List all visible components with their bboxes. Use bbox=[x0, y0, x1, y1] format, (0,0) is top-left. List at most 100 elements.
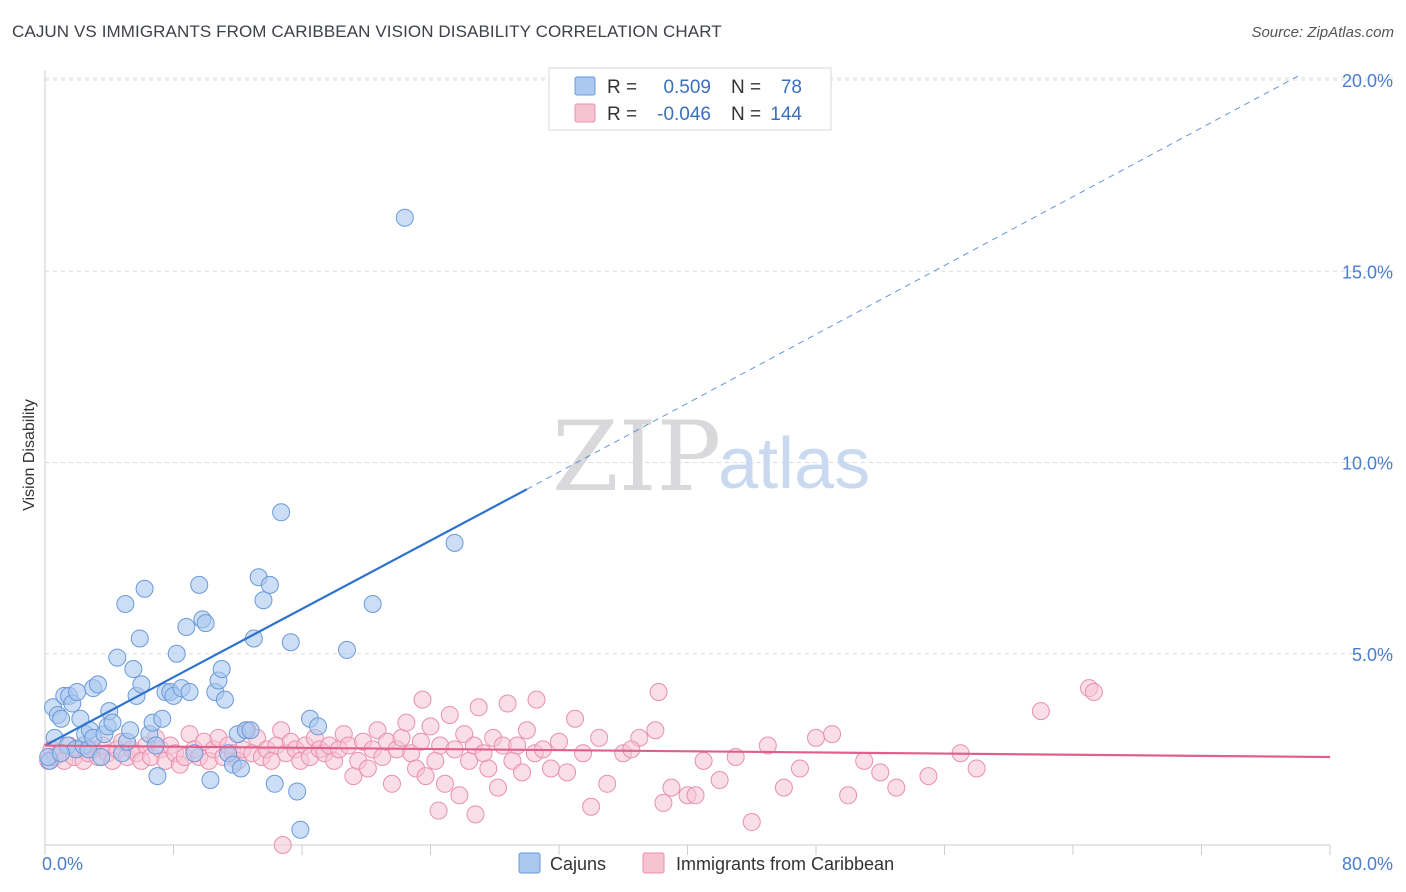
point-cajuns-42 bbox=[167, 644, 186, 663]
point-cajuns-72 bbox=[337, 640, 356, 659]
series-immigrants-points bbox=[39, 679, 1103, 854]
point-immigrants-109 bbox=[590, 728, 609, 747]
point-immigrants-67 bbox=[358, 759, 377, 778]
point-immigrants-132 bbox=[967, 759, 986, 778]
point-cajuns-4 bbox=[52, 709, 71, 728]
point-immigrants-142 bbox=[413, 690, 432, 709]
point-cajuns-71 bbox=[309, 717, 328, 736]
point-cajuns-74 bbox=[395, 208, 414, 227]
point-immigrants-69 bbox=[368, 721, 387, 740]
point-immigrants-127 bbox=[855, 751, 874, 770]
point-cajuns-58 bbox=[231, 759, 250, 778]
watermark-atlas: atlas bbox=[718, 424, 870, 504]
point-immigrants-99 bbox=[513, 763, 532, 782]
point-immigrants-129 bbox=[887, 778, 906, 797]
series-legend: Cajuns Immigrants from Caribbean bbox=[518, 852, 894, 874]
bottom-legend-swatch-immigrants bbox=[642, 852, 665, 874]
y-tick-labels: 5.0% 10.0% 15.0% 20.0% bbox=[1342, 71, 1393, 665]
point-immigrants-92 bbox=[479, 759, 498, 778]
legend-swatch-cajuns bbox=[574, 76, 596, 96]
point-immigrants-139 bbox=[622, 740, 641, 759]
trend-immigrants bbox=[44, 744, 1331, 759]
point-cajuns-29 bbox=[124, 660, 143, 679]
point-cajuns-10 bbox=[68, 683, 87, 701]
watermark: ZIP atlas bbox=[552, 401, 870, 513]
bottom-legend-label-immigrants: Immigrants from Caribbean bbox=[676, 854, 894, 874]
point-immigrants-83 bbox=[435, 774, 454, 793]
point-cajuns-75 bbox=[445, 533, 464, 552]
legend-n-value-2: 144 bbox=[770, 104, 802, 125]
point-immigrants-103 bbox=[541, 759, 560, 778]
point-immigrants-105 bbox=[558, 763, 577, 782]
point-immigrants-114 bbox=[654, 793, 673, 812]
point-immigrants-98 bbox=[508, 736, 527, 755]
point-cajuns-67 bbox=[281, 633, 300, 652]
point-cajuns-73 bbox=[363, 595, 382, 614]
point-cajuns-24 bbox=[108, 648, 127, 667]
point-cajuns-69 bbox=[291, 820, 310, 839]
point-immigrants-138 bbox=[527, 690, 546, 709]
point-cajuns-49 bbox=[196, 614, 215, 633]
point-immigrants-106 bbox=[566, 709, 585, 728]
point-immigrants-87 bbox=[455, 725, 474, 744]
point-immigrants-100 bbox=[517, 721, 536, 740]
legend-r-value-1: 0.509 bbox=[663, 77, 711, 98]
point-cajuns-44 bbox=[177, 617, 196, 636]
legend-swatch-immigrants bbox=[574, 103, 596, 123]
point-immigrants-136 bbox=[429, 801, 448, 820]
point-cajuns-68 bbox=[288, 782, 307, 801]
point-cajuns-65 bbox=[265, 774, 284, 793]
stats-legend: R = 0.509 N = 78 R = -0.046 N = 144 bbox=[548, 67, 832, 131]
trend-cajuns-solid bbox=[44, 488, 528, 747]
chart-title: CAJUN VS IMMIGRANTS FROM CARIBBEAN VISIO… bbox=[12, 22, 722, 41]
point-immigrants-118 bbox=[710, 770, 729, 789]
point-immigrants-117 bbox=[694, 751, 713, 770]
point-immigrants-91 bbox=[474, 744, 493, 763]
point-cajuns-77 bbox=[52, 744, 71, 763]
point-immigrants-96 bbox=[498, 694, 517, 713]
point-immigrants-130 bbox=[919, 767, 938, 786]
legend-n-value-1: 78 bbox=[781, 77, 802, 98]
y-axis-title: Vision Disability bbox=[21, 399, 38, 511]
trend-lines bbox=[44, 75, 1331, 759]
legend-r-label-2: R = bbox=[607, 104, 637, 125]
point-cajuns-54 bbox=[215, 690, 234, 709]
point-cajuns-60 bbox=[241, 721, 260, 740]
y-tick-label-2: 15.0% bbox=[1342, 262, 1393, 282]
point-immigrants-115 bbox=[662, 778, 681, 797]
point-cajuns-23 bbox=[103, 713, 122, 732]
legend-n-label-2: N = bbox=[731, 104, 761, 125]
point-immigrants-141 bbox=[686, 786, 705, 805]
point-immigrants-72 bbox=[382, 774, 401, 793]
point-immigrants-135 bbox=[1084, 683, 1103, 701]
point-cajuns-26 bbox=[116, 595, 135, 614]
point-immigrants-125 bbox=[823, 725, 842, 744]
watermark-zip: ZIP bbox=[552, 401, 721, 513]
point-immigrants-140 bbox=[649, 683, 668, 701]
x-tick-label-0: 0.0% bbox=[42, 854, 83, 874]
point-immigrants-104 bbox=[550, 732, 568, 751]
point-cajuns-64 bbox=[260, 575, 279, 594]
gridlines bbox=[45, 77, 1395, 655]
axes bbox=[44, 70, 1331, 855]
point-cajuns-37 bbox=[148, 767, 167, 786]
point-cajuns-47 bbox=[190, 575, 209, 594]
point-immigrants-110 bbox=[598, 774, 617, 793]
point-immigrants-78 bbox=[411, 732, 430, 751]
point-cajuns-31 bbox=[130, 629, 149, 648]
point-immigrants-79 bbox=[416, 767, 435, 786]
point-immigrants-49 bbox=[272, 721, 291, 740]
point-immigrants-126 bbox=[839, 786, 858, 805]
point-cajuns-46 bbox=[185, 744, 204, 763]
x-tick-label-1: 80.0% bbox=[1342, 854, 1393, 874]
legend-r-label-1: R = bbox=[607, 77, 637, 98]
point-immigrants-108 bbox=[582, 797, 601, 816]
y-tick-label-1: 10.0% bbox=[1342, 454, 1393, 474]
point-cajuns-45 bbox=[180, 683, 199, 701]
point-immigrants-137 bbox=[466, 805, 485, 824]
point-immigrants-143 bbox=[273, 836, 292, 854]
point-immigrants-74 bbox=[392, 728, 411, 747]
point-cajuns-63 bbox=[254, 591, 273, 610]
source-label: Source: ZipAtlas.com bbox=[1251, 24, 1394, 41]
